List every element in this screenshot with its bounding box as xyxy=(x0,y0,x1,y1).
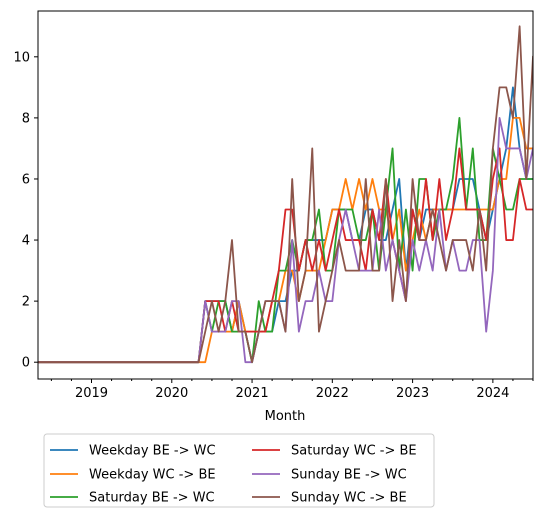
legend-frame xyxy=(43,433,435,508)
x-tick-label: 2019 xyxy=(75,386,108,401)
series-line-5 xyxy=(38,25,533,364)
plot-frame xyxy=(37,10,534,380)
legend-label: Weekday BE -> WC xyxy=(89,444,216,459)
y-tick-label: 4 xyxy=(22,234,30,249)
series-layer xyxy=(38,25,533,364)
y-tick-label: 2 xyxy=(22,295,30,310)
legend-label: Sunday WC -> BE xyxy=(291,491,407,506)
y-axis: 0 2 4 6 8 10 xyxy=(13,50,38,371)
legend-label: Saturday BE -> WC xyxy=(89,491,215,506)
legend-label: Weekday WC -> BE xyxy=(89,468,216,483)
y-tick-label: 8 xyxy=(22,111,30,126)
x-tick-label: 2024 xyxy=(476,386,509,401)
x-tick-label: 2023 xyxy=(396,386,429,401)
y-tick-label: 10 xyxy=(13,50,30,65)
y-tick-label: 0 xyxy=(22,356,30,371)
x-axis: 2019 2020 2021 2022 2023 2024 xyxy=(50,379,534,401)
y-tick-label: 6 xyxy=(22,172,30,187)
legend-label: Saturday WC -> BE xyxy=(291,444,417,459)
legend-label: Sunday BE -> WC xyxy=(291,468,407,483)
legend: Weekday BE -> WC Weekday WC -> BE Saturday… xyxy=(43,433,435,508)
x-tick-label: 2020 xyxy=(155,386,188,401)
x-tick-label: 2022 xyxy=(316,386,349,401)
x-axis-title: Month xyxy=(265,409,306,424)
x-tick-label: 2021 xyxy=(236,386,269,401)
